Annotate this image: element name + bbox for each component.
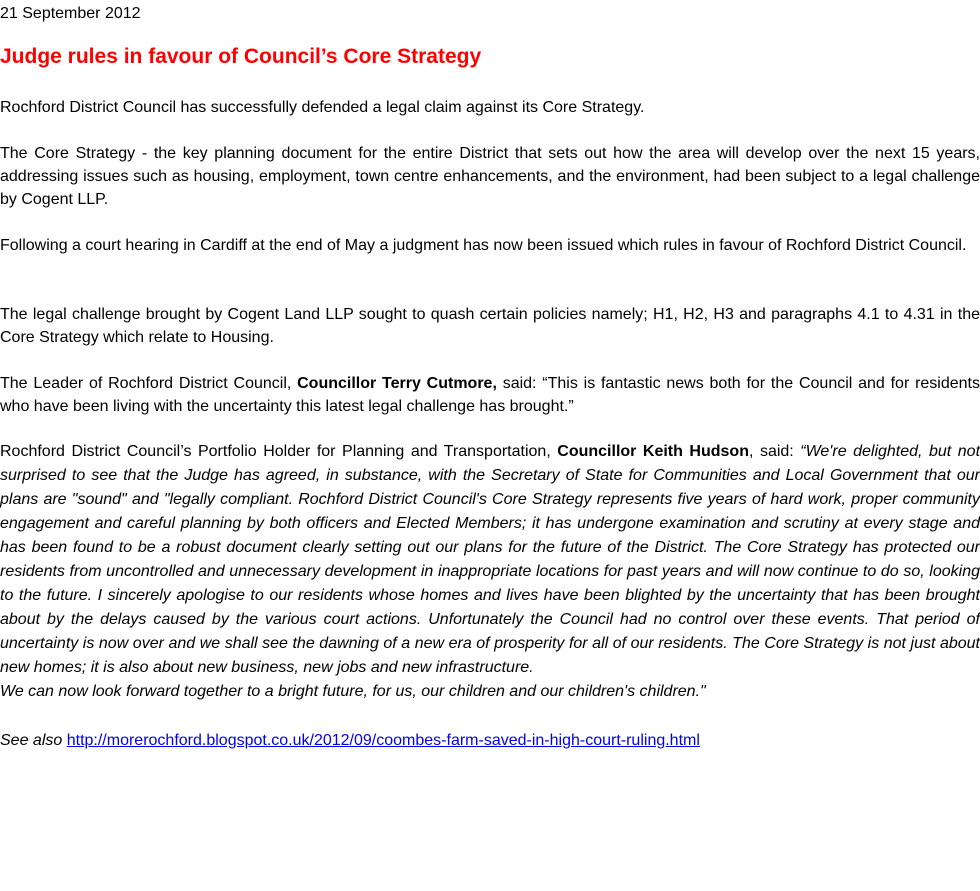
portfolio-holder-name: Councillor Keith Hudson <box>557 443 749 460</box>
portfolio-holder-intro: Rochford District Council’s Portfolio Ho… <box>0 443 558 460</box>
portfolio-holder-said: , said: <box>748 443 801 460</box>
leader-intro-text: The Leader of Rochford District Council, <box>0 375 298 392</box>
see-also-label: See also <box>0 732 63 749</box>
leader-quote-text: said: “This is fantastic news both for t… <box>0 375 980 415</box>
legal-challenge-paragraph: The legal challenge brought by Cogent La… <box>0 306 980 346</box>
leader-name: Councillor Terry Cutmore, <box>297 375 497 392</box>
court-hearing-paragraph: Following a court hearing in Cardiff at … <box>0 237 967 254</box>
portfolio-holder-paragraph: Rochford District Council’s Portfolio Ho… <box>0 440 980 704</box>
intro-paragraph: Rochford District Council has successful… <box>0 99 645 116</box>
leader-quote-paragraph: The Leader of Rochford District Council,… <box>0 372 980 418</box>
article-headline: Judge rules in favour of Council’s Core … <box>0 45 482 68</box>
core-strategy-paragraph: The Core Strategy - the key planning doc… <box>0 145 980 208</box>
article-date: 21 September 2012 <box>0 5 141 22</box>
portfolio-holder-quote: “We're delighted, but not surprised to s… <box>0 443 980 676</box>
see-also-paragraph: See also http://morerochford.blogspot.co… <box>0 729 980 752</box>
see-also-link[interactable]: http://morerochford.blogspot.co.uk/2012/… <box>66 732 700 749</box>
portfolio-holder-quote-end: We can now look forward together to a br… <box>0 683 706 700</box>
